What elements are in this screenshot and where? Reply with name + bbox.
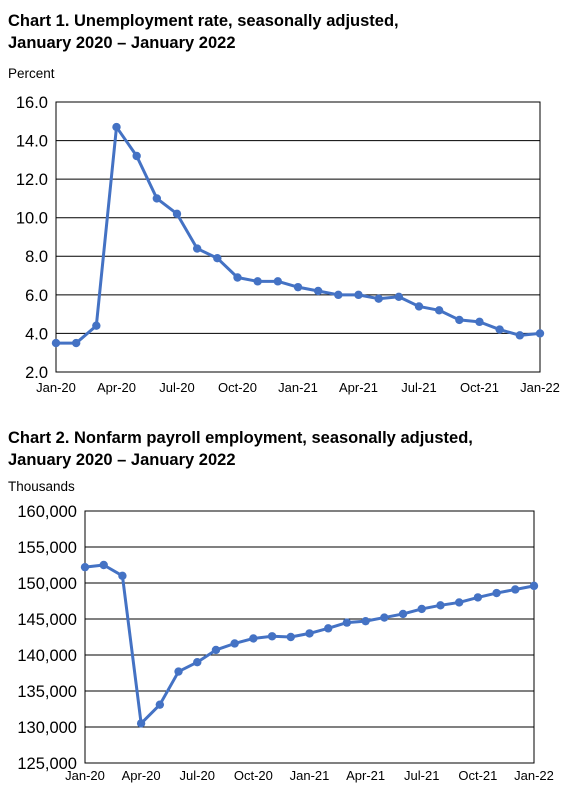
x-tick-label: Jan-20 <box>65 768 105 783</box>
data-point <box>192 244 202 253</box>
data-point <box>414 302 424 311</box>
data-point <box>475 317 484 327</box>
y-tick-label: 150,000 <box>17 575 77 593</box>
data-point <box>374 294 383 303</box>
data-point <box>455 315 464 325</box>
data-point <box>213 254 222 263</box>
data-point <box>211 645 221 655</box>
data-point <box>80 562 90 572</box>
chart-2-subtitle: January 2020 – January 2022 <box>8 451 236 469</box>
data-point <box>354 290 363 300</box>
data-point <box>92 321 101 330</box>
data-point <box>342 618 352 627</box>
plot-frame <box>84 510 535 764</box>
y-tick-label: 14.0 <box>16 133 48 151</box>
x-tick-label: Jul-20 <box>159 380 194 395</box>
data-point <box>334 290 343 300</box>
data-point <box>293 282 303 292</box>
data-point <box>305 629 314 638</box>
chart-2-y-axis-label: Thousands <box>8 479 75 494</box>
x-tick-label: Oct-20 <box>234 768 273 783</box>
x-tick-label: Apr-20 <box>97 380 136 395</box>
x-tick-label: Oct-21 <box>458 768 497 783</box>
y-tick-label: 125,000 <box>17 755 77 773</box>
data-point <box>492 588 501 598</box>
data-point <box>535 329 545 338</box>
data-point <box>112 122 121 132</box>
x-tick-label: Jan-21 <box>278 380 318 395</box>
x-tick-label: Jul-20 <box>180 768 215 783</box>
x-tick-label: Jan-22 <box>520 380 560 395</box>
chart-1-subtitle: January 2020 – January 2022 <box>8 34 236 52</box>
y-tick-label: 8.0 <box>25 248 48 266</box>
data-point <box>495 325 504 334</box>
data-point <box>380 613 389 622</box>
data-point <box>511 585 520 594</box>
data-point <box>417 604 426 614</box>
chart-1-y-axis-label: Percent <box>8 66 55 81</box>
data-point <box>233 273 242 282</box>
x-tick-label: Jan-20 <box>36 380 76 395</box>
x-tick-label: Apr-21 <box>346 768 385 783</box>
x-tick-label: Jan-21 <box>290 768 330 783</box>
data-point <box>436 601 445 610</box>
data-point <box>51 338 61 348</box>
y-tick-label: 135,000 <box>17 683 77 701</box>
data-point <box>267 632 277 641</box>
data-point <box>155 700 165 709</box>
data-point <box>99 560 108 570</box>
chart-1-plot: 2.0 4.0 6.0 8.0 10.0 12.0 14.0 16.0 Jan-20 Apr-20… <box>16 94 560 395</box>
data-point <box>286 632 295 642</box>
chart-1-title: Chart 1. Unemployment rate, seasonally a… <box>8 12 399 30</box>
data-point <box>313 286 323 296</box>
x-tick-label: Oct-21 <box>460 380 499 395</box>
data-point <box>193 658 202 667</box>
x-tick-label: Jul-21 <box>401 380 436 395</box>
data-point <box>434 306 444 315</box>
data-point <box>324 624 333 633</box>
data-point <box>118 571 127 580</box>
y-tick-label: 4.0 <box>25 325 48 343</box>
data-point <box>172 209 182 219</box>
x-tick-label: Jan-22 <box>514 768 554 783</box>
plot-frame <box>55 101 541 373</box>
chart-2-title: Chart 2. Nonfarm payroll employment, sea… <box>8 429 473 447</box>
x-tick-label: Apr-21 <box>339 380 378 395</box>
data-point <box>152 194 162 203</box>
y-tick-label: 6.0 <box>25 287 48 305</box>
y-tick-label: 140,000 <box>17 647 77 665</box>
data-point <box>174 667 183 676</box>
x-tick-label: Apr-20 <box>122 768 161 783</box>
data-point <box>398 609 408 619</box>
x-tick-label: Oct-20 <box>218 380 257 395</box>
chart-1: Chart 1. Unemployment rate, seasonally a… <box>8 12 560 395</box>
y-tick-label: 12.0 <box>16 171 48 189</box>
series-line <box>84 563 535 725</box>
data-point <box>529 581 539 591</box>
y-tick-label: 10.0 <box>16 210 48 228</box>
data-point <box>253 277 262 286</box>
y-tick-label: 130,000 <box>17 719 77 737</box>
y-tick-label: 145,000 <box>17 611 77 629</box>
data-point <box>249 634 258 643</box>
data-point <box>454 598 464 607</box>
x-tick-label: Jul-21 <box>404 768 439 783</box>
y-tick-label: 2.0 <box>25 364 48 382</box>
data-point <box>361 616 370 626</box>
y-tick-label: 16.0 <box>16 94 48 112</box>
data-point <box>473 593 483 602</box>
data-point <box>136 719 146 728</box>
data-point <box>273 277 283 286</box>
data-point <box>132 151 141 161</box>
data-point <box>394 292 404 301</box>
y-tick-label: 155,000 <box>17 539 77 557</box>
y-tick-label: 160,000 <box>17 503 77 521</box>
data-point <box>71 338 81 348</box>
data-point <box>230 639 239 648</box>
data-point <box>515 331 525 340</box>
